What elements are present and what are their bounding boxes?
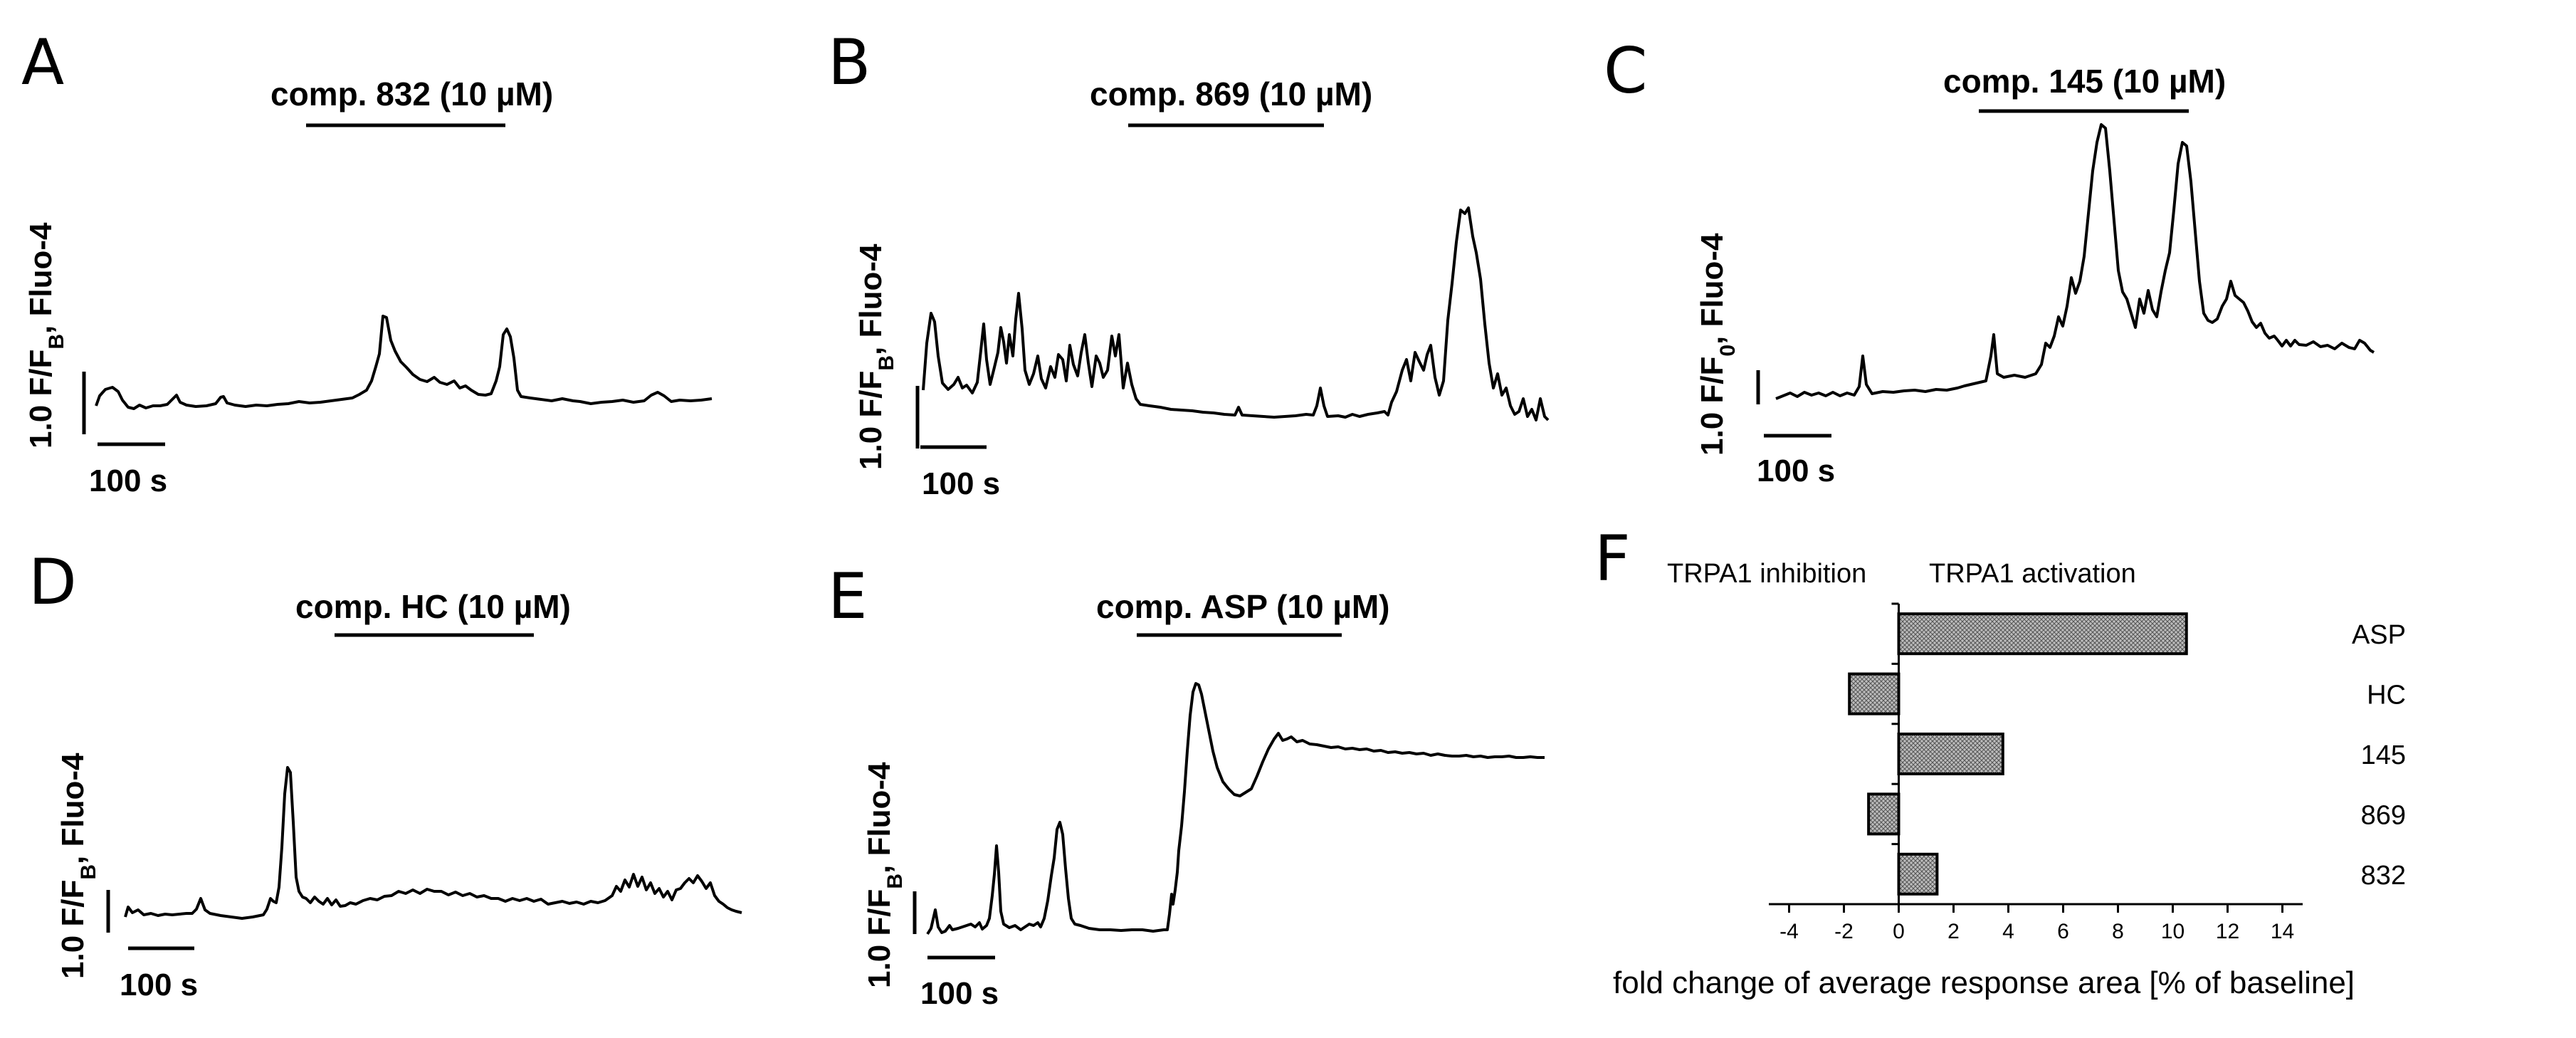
panel-b: B comp. 869 (10 µM) 100 s 1.0 F/FB, Fluo… bbox=[828, 26, 1550, 501]
calcium-trace bbox=[124, 766, 742, 920]
activation-header: TRPA1 activation bbox=[1929, 559, 2136, 589]
compound-label: comp. 869 (10 µM) bbox=[1090, 75, 1372, 112]
category-label: 869 bbox=[2361, 800, 2406, 830]
category-label: ASP bbox=[2352, 620, 2406, 650]
inhibition-header: TRPA1 inhibition bbox=[1667, 559, 1866, 589]
x-tick-label: 14 bbox=[2271, 920, 2294, 943]
bar-chart: -4 -2 0 2 4 6 8 10 12 14 ASP HC 145 869 832 bbox=[1769, 602, 2406, 943]
compound-label: comp. ASP (10 µM) bbox=[1096, 588, 1389, 625]
bar-hc bbox=[1848, 672, 1901, 715]
category-label: 832 bbox=[2361, 861, 2406, 891]
bar-asp bbox=[1897, 612, 2188, 656]
panel-c: C comp. 145 (10 µM) 100 s 1.0 F/F0, Fluo… bbox=[1604, 34, 2375, 488]
x-tick-label: 4 bbox=[2002, 920, 2014, 943]
panel-a: A comp. 832 (10 µM) 100 s 1.0 F/FB, Fluo… bbox=[21, 26, 713, 498]
compound-label: comp. 145 (10 µM) bbox=[1943, 63, 2226, 100]
panel-letter: B bbox=[828, 26, 871, 99]
x-tick-label: -4 bbox=[1779, 920, 1799, 943]
time-scale-label: 100 s bbox=[89, 463, 167, 498]
time-scale-label: 100 s bbox=[922, 466, 1000, 501]
compound-label: comp. 832 (10 µM) bbox=[270, 75, 553, 112]
panel-f: F TRPA1 inhibition TRPA1 activation -4 -2… bbox=[1594, 522, 2406, 1000]
panel-letter: D bbox=[28, 545, 77, 619]
calcium-trace bbox=[95, 315, 713, 410]
panel-letter: C bbox=[1604, 34, 1647, 108]
amplitude-scale-label: 1.0 F/FB, Fluo-4 bbox=[23, 222, 68, 449]
x-tick-label: -2 bbox=[1834, 920, 1854, 943]
panel-letter: A bbox=[21, 26, 64, 99]
calcium-trace bbox=[926, 682, 1545, 935]
x-tick-label: 0 bbox=[1893, 920, 1905, 943]
x-tick-label: 2 bbox=[1947, 920, 1960, 943]
category-label: HC bbox=[2367, 681, 2406, 711]
x-tick-label: 12 bbox=[2216, 920, 2239, 943]
bar-832 bbox=[1897, 852, 1939, 896]
x-tick-label: 10 bbox=[2161, 920, 2185, 943]
category-label: 145 bbox=[2361, 740, 2406, 770]
x-tick-label: 8 bbox=[2112, 920, 2124, 943]
calcium-trace bbox=[1775, 123, 2375, 400]
panel-letter: F bbox=[1594, 522, 1631, 595]
x-tick-label: 6 bbox=[2057, 920, 2069, 943]
amplitude-scale-label: 1.0 F/FB, Fluo-4 bbox=[853, 243, 898, 470]
panel-d: D comp. HC (10 µM) 100 s 1.0 F/FB, Fluo-… bbox=[28, 545, 742, 1002]
time-scale-label: 100 s bbox=[1757, 454, 1835, 488]
bar-145 bbox=[1897, 733, 2004, 775]
panel-letter: E bbox=[828, 560, 868, 633]
x-axis-label: fold change of average response area [% … bbox=[1613, 965, 2355, 1000]
calcium-trace bbox=[922, 206, 1550, 421]
panel-e: E comp. ASP (10 µM) 100 s 1.0 F/FB, Fluo… bbox=[828, 560, 1545, 1011]
amplitude-scale-label: 1.0 F/FB, Fluo-4 bbox=[56, 753, 100, 979]
amplitude-scale-label: 1.0 F/FB, Fluo-4 bbox=[862, 762, 907, 988]
time-scale-label: 100 s bbox=[120, 968, 198, 1002]
amplitude-scale-label: 1.0 F/F0, Fluo-4 bbox=[1695, 233, 1740, 456]
bar-869 bbox=[1867, 792, 1901, 836]
time-scale-label: 100 s bbox=[920, 976, 999, 1011]
compound-label: comp. HC (10 µM) bbox=[295, 588, 571, 625]
